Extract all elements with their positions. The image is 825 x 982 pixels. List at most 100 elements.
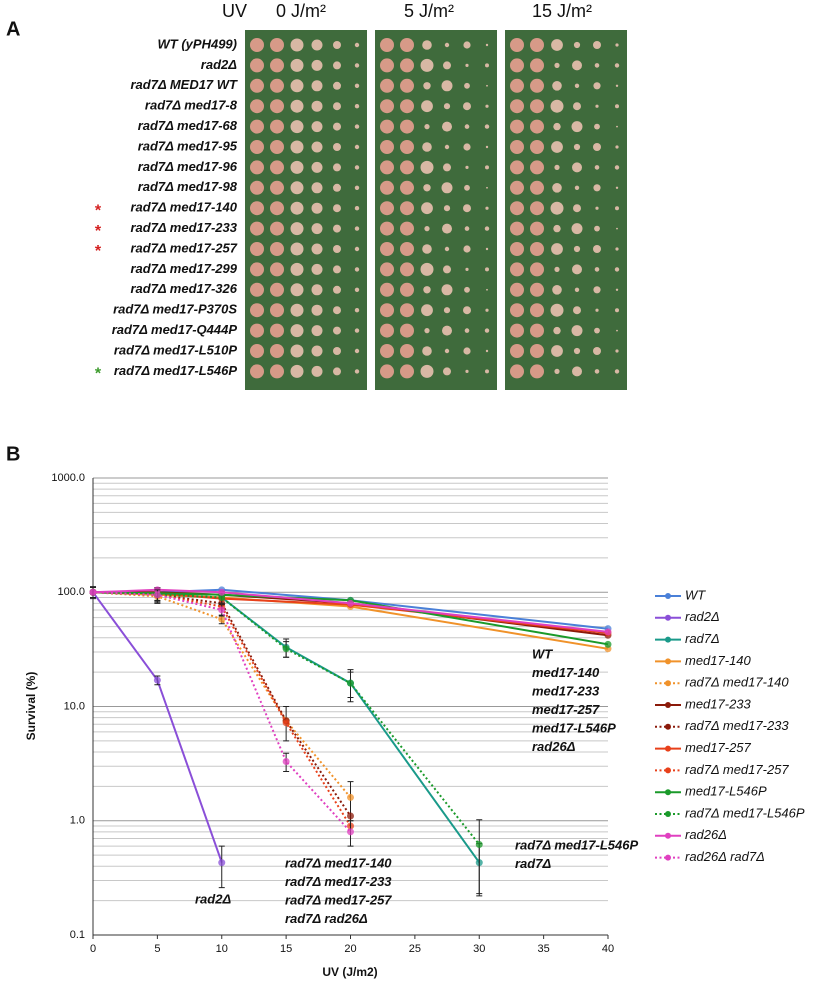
- legend-label: med17-257: [685, 740, 752, 755]
- colony-spot: [250, 160, 264, 175]
- colony-spot: [400, 119, 414, 134]
- colony-spot: [333, 163, 341, 172]
- colony-spot: [510, 323, 524, 338]
- colony-spot: [464, 124, 470, 129]
- x-tick-label: 30: [473, 943, 485, 955]
- y-tick-label: 1000.0: [51, 472, 85, 484]
- colony-spot: [311, 39, 323, 51]
- colony-spot: [333, 61, 341, 70]
- legend-label: med17-140: [685, 653, 752, 668]
- data-point: [475, 840, 483, 848]
- colony-spot: [421, 202, 433, 215]
- annotation: med17-L546P: [532, 720, 616, 735]
- colony-spot: [615, 104, 619, 109]
- y-tick-label: 1.0: [70, 815, 85, 827]
- colony-spot: [614, 369, 620, 374]
- error-bar: [218, 845, 225, 889]
- colony-spot: [573, 102, 581, 111]
- colony-spot: [463, 41, 471, 49]
- y-tick-label: 0.1: [70, 929, 85, 941]
- colony-spot: [424, 124, 430, 130]
- data-point: [347, 828, 354, 836]
- colony-spot: [380, 99, 394, 114]
- colony-spot: [530, 344, 544, 358]
- colony-spot: [311, 182, 323, 194]
- colony-spot: [553, 326, 561, 335]
- dose-label: 0 J/m²: [276, 1, 326, 21]
- colony-spot: [530, 119, 544, 134]
- colony-spot: [423, 184, 431, 192]
- colony-spot: [380, 303, 394, 318]
- colony-spot: [290, 201, 304, 215]
- colony-spot: [270, 364, 284, 379]
- colony-spot: [530, 262, 544, 277]
- colony-spot: [250, 282, 264, 297]
- panel-label: B: [6, 443, 20, 465]
- colony-spot: [595, 308, 599, 312]
- colony-spot: [530, 78, 544, 93]
- colony-spot: [290, 222, 304, 236]
- colony-spot: [572, 264, 582, 275]
- colony-spot: [486, 288, 488, 291]
- colony-spot: [380, 38, 394, 52]
- colony-spot: [615, 145, 619, 149]
- colony-spot: [441, 182, 453, 194]
- series-line: [92, 591, 352, 827]
- colony-spot: [400, 242, 414, 256]
- data-point: [218, 615, 226, 623]
- colony-spot: [593, 286, 601, 294]
- colony-spot: [464, 184, 470, 191]
- colony-spot: [484, 328, 490, 333]
- plate: [245, 30, 367, 390]
- colony-spot: [422, 346, 432, 356]
- annotation: med17-140: [532, 665, 600, 680]
- colony-spot: [594, 63, 600, 68]
- colony-spot: [400, 99, 414, 114]
- legend-label: rad26Δ: [685, 827, 727, 842]
- colony-spot: [550, 99, 564, 113]
- colony-spot: [333, 326, 341, 335]
- colony-spot: [441, 284, 453, 296]
- y-tick-label: 10.0: [64, 700, 85, 712]
- colony-spot: [380, 201, 394, 216]
- plate: [505, 30, 627, 390]
- legend-marker: [665, 658, 671, 665]
- colony-spot: [290, 344, 304, 358]
- strain-label: rad7Δ med17-8: [145, 98, 238, 113]
- colony-spot: [463, 143, 471, 151]
- colony-spot: [465, 63, 469, 67]
- data-point: [218, 859, 226, 867]
- colony-spot: [333, 285, 341, 294]
- colony-spot: [464, 286, 470, 293]
- legend-marker: [665, 811, 671, 817]
- colony-spot: [552, 81, 562, 91]
- annotation: rad7Δ: [515, 856, 551, 871]
- x-tick-label: 5: [154, 943, 160, 955]
- colony-spot: [380, 323, 394, 338]
- colony-spot: [311, 304, 323, 316]
- data-point: [604, 640, 612, 648]
- colony-spot: [270, 140, 284, 154]
- colony-spot: [554, 266, 560, 272]
- colony-spot: [311, 80, 323, 92]
- colony-spot: [463, 306, 471, 315]
- annotation: rad7Δ med17-257: [285, 892, 392, 907]
- colony-spot: [510, 262, 524, 277]
- colony-spot: [614, 267, 620, 272]
- colony-spot: [530, 303, 544, 318]
- legend-marker: [665, 636, 671, 643]
- data-point: [282, 645, 290, 653]
- annotation: rad2Δ: [195, 891, 231, 906]
- legend-label: rad26Δ rad7Δ: [685, 849, 765, 864]
- colony-spot: [465, 165, 469, 169]
- colony-spot: [615, 349, 619, 353]
- colony-spot: [573, 41, 581, 49]
- annotation: rad7Δ med17-L546P: [515, 837, 638, 852]
- colony-spot: [250, 38, 264, 52]
- colony-spot: [530, 99, 544, 114]
- colony-spot: [290, 38, 304, 52]
- colony-spot: [530, 323, 544, 338]
- colony-spot: [510, 119, 524, 134]
- colony-spot: [250, 344, 264, 358]
- colony-spot: [573, 347, 581, 355]
